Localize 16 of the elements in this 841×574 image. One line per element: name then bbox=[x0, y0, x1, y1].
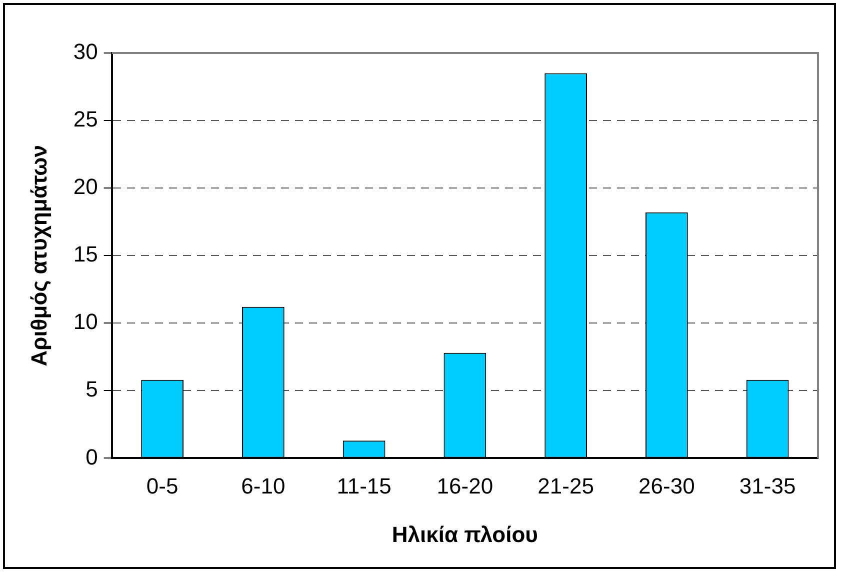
x-axis-title: Ηλικία πλοίου bbox=[392, 522, 538, 547]
y-tick-label: 5 bbox=[86, 376, 98, 402]
x-tick-label: 21-25 bbox=[538, 473, 594, 498]
x-tick-label: 0-5 bbox=[146, 473, 178, 498]
x-tick-label: 6-10 bbox=[241, 473, 286, 498]
y-tick-label: 20 bbox=[73, 174, 98, 200]
x-tick-label: 26-30 bbox=[638, 473, 695, 498]
y-axis-title: Αριθμός ατυχημάτων bbox=[26, 144, 52, 366]
y-tick-label: 25 bbox=[73, 106, 98, 132]
y-tick-label: 10 bbox=[73, 309, 98, 334]
y-tick-label: 30 bbox=[73, 39, 98, 64]
x-tick-label: 11-15 bbox=[336, 473, 392, 498]
x-tick-label: 16-20 bbox=[436, 473, 494, 498]
y-tick-label: 0 bbox=[86, 444, 98, 470]
x-tick-label: 31-35 bbox=[739, 473, 796, 498]
y-tick-label: 15 bbox=[73, 242, 98, 267]
